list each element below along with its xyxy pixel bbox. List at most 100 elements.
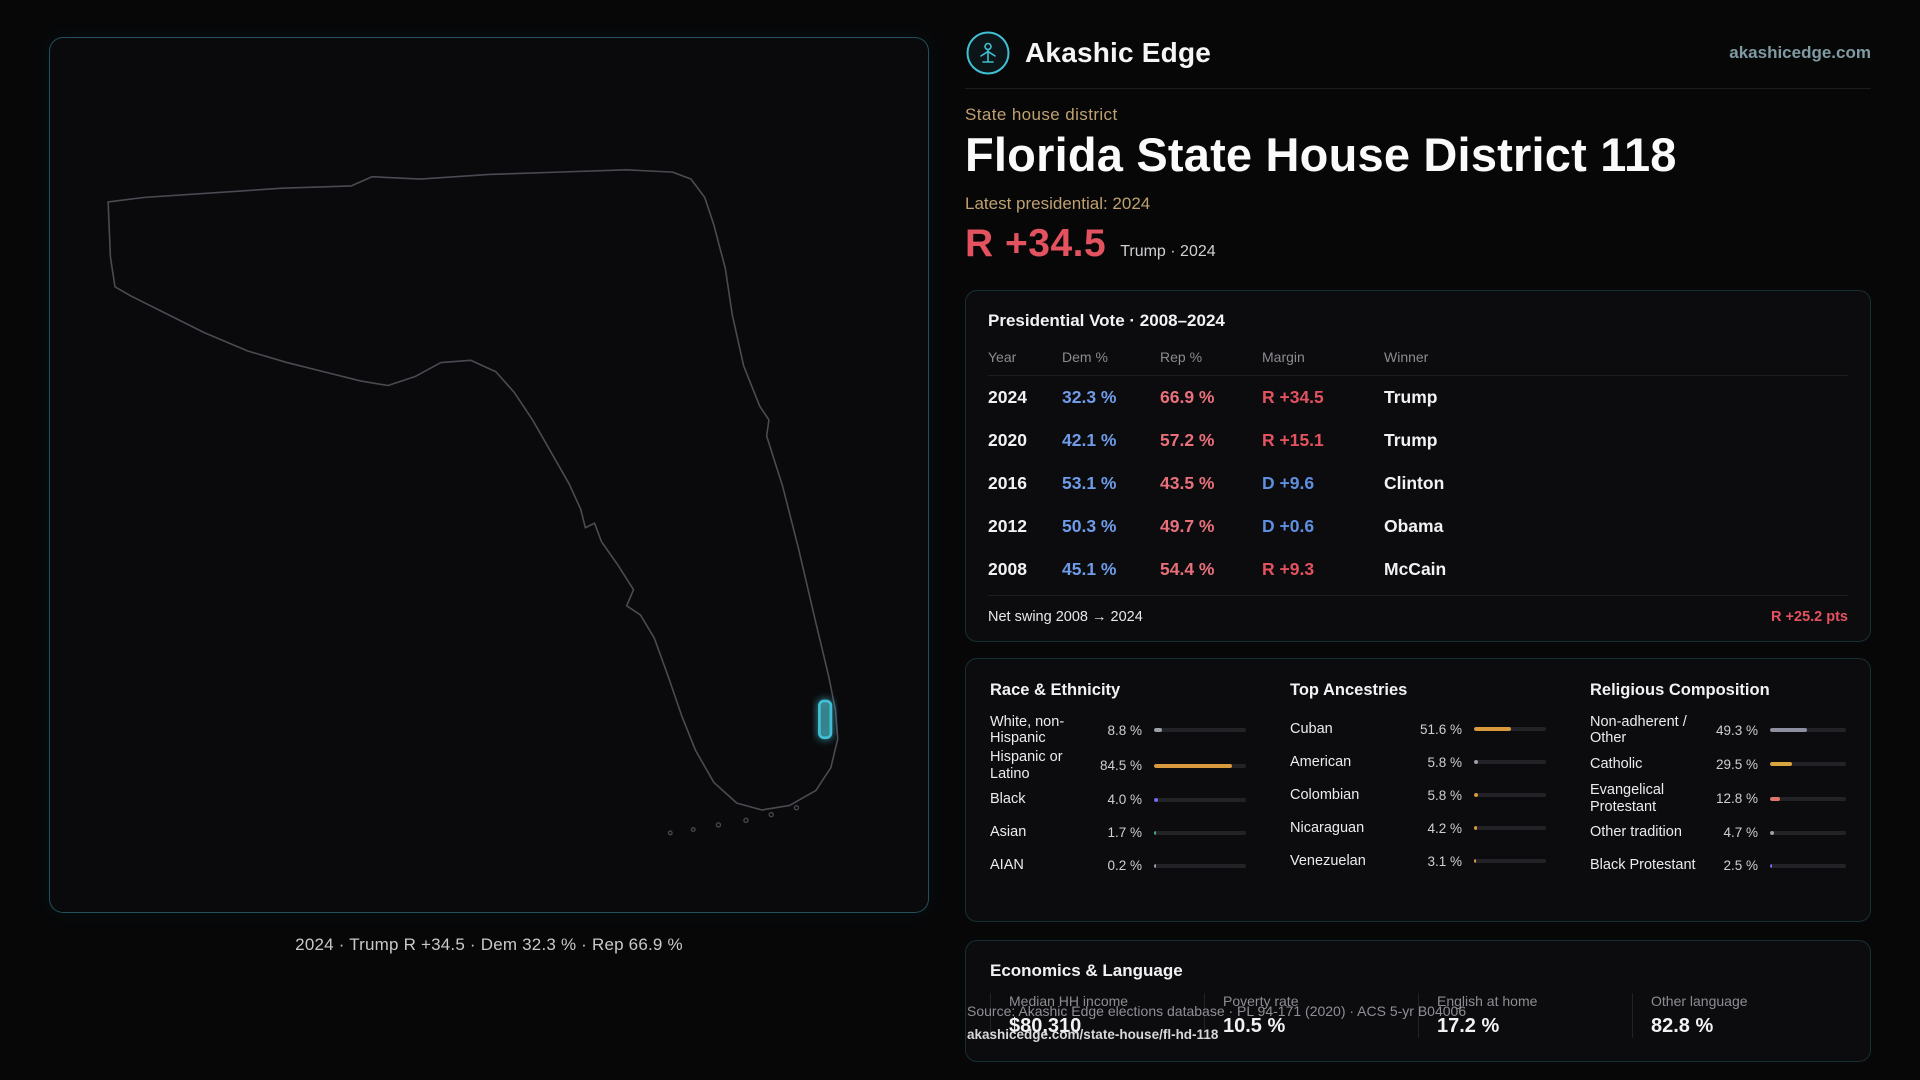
race-row-bar	[1154, 863, 1246, 868]
cell-margin: R +34.5	[1262, 386, 1324, 407]
race-row-label: Hispanic or Latino	[990, 748, 1063, 782]
stat-value: 10.5 %	[1223, 1014, 1286, 1037]
florida-keys	[667, 804, 800, 836]
religion-row-value: 2.5 %	[1723, 858, 1758, 874]
net-swing-label: Net swing 2008 → 2024	[988, 608, 1143, 625]
akashic-edge-logo-icon	[965, 30, 1011, 76]
col-header-winner: Winner	[1384, 335, 1848, 376]
race-row: White, non-Hispanic 8.8 %	[990, 714, 1246, 747]
stat-other-language: Other language 82.8 %	[1632, 992, 1846, 1038]
headline-margin-value: R +34.5	[965, 221, 1107, 265]
race-row-bar	[1154, 763, 1246, 768]
religion-row-value: 29.5 %	[1715, 756, 1758, 772]
brand: Akashic Edge	[965, 30, 1211, 76]
ancestry-row-value: 4.2 %	[1427, 820, 1462, 836]
race-row: AIAN 0.2 %	[990, 850, 1246, 881]
cell-rep: 57.2 %	[1160, 429, 1215, 450]
ancestry-row: Colombian 5.8 %	[1290, 780, 1546, 811]
cell-rep: 54.4 %	[1160, 558, 1215, 579]
ancestry-row-value: 5.8 %	[1427, 754, 1462, 770]
brand-name: Akashic Edge	[1025, 37, 1212, 68]
stat-median-income: Median HH income $80,310	[990, 992, 1204, 1038]
brand-domain-link[interactable]: akashicedge.com	[1729, 43, 1871, 62]
religion-row: Catholic 29.5 %	[1590, 749, 1846, 780]
stat-value: 17.2 %	[1437, 1014, 1500, 1037]
headline-margin: R +34.5 Trump · 2024	[965, 222, 1871, 266]
religion-title: Religious Composition	[1590, 680, 1770, 699]
net-swing-row: Net swing 2008 → 2024 R +25.2 pts	[988, 594, 1848, 625]
ancestry-row-value: 5.8 %	[1427, 787, 1462, 803]
race-row-value: 1.7 %	[1107, 825, 1142, 841]
presidential-vote-panel: Presidential Vote · 2008–2024 Year Dem %…	[965, 289, 1871, 642]
cell-margin: D +0.6	[1262, 515, 1315, 536]
economics-stats: Median HH income $80,310 Poverty rate 10…	[990, 992, 1846, 1038]
stat-label: Poverty rate	[1223, 992, 1299, 1009]
race-row-bar	[1154, 830, 1246, 835]
ancestry-row-bar	[1474, 826, 1546, 831]
page-kicker: State house district	[965, 105, 1118, 124]
cell-margin: R +9.3	[1262, 558, 1315, 579]
stat-label: Other language	[1651, 992, 1748, 1009]
religion-row: Other tradition 4.7 %	[1590, 817, 1846, 848]
ancestries-title: Top Ancestries	[1290, 680, 1408, 699]
col-header-margin: Margin	[1262, 335, 1384, 376]
cell-dem: 32.3 %	[1062, 386, 1117, 407]
race-row: Hispanic or Latino 84.5 %	[990, 749, 1246, 782]
race-row-bar	[1154, 797, 1246, 802]
headline-margin-context: Trump · 2024	[1120, 242, 1216, 260]
religion-row-bar	[1770, 830, 1846, 835]
latest-presidential-label: Latest presidential: 2024	[965, 193, 1151, 213]
ancestry-row: American 5.8 %	[1290, 747, 1546, 778]
race-row-value: 4.0 %	[1107, 792, 1142, 808]
ancestry-row: Cuban 51.6 %	[1290, 714, 1546, 745]
stat-label: Median HH income	[1009, 992, 1129, 1009]
race-row-label: Black	[990, 791, 1026, 808]
ancestry-row-label: American	[1290, 753, 1352, 770]
religion-row-bar	[1770, 728, 1846, 733]
religion-row: Non-adherent / Other 49.3 %	[1590, 714, 1846, 747]
ancestry-row-label: Cuban	[1290, 720, 1333, 737]
header: Akashic Edge akashicedge.com	[965, 0, 1871, 89]
net-swing-value: R +25.2 pts	[1771, 608, 1848, 625]
ancestry-row-value: 3.1 %	[1427, 853, 1462, 869]
stat-english-at-home: English at home 17.2 %	[1418, 992, 1632, 1038]
cell-year: 2024	[988, 386, 1027, 407]
ancestry-row: Nicaraguan 4.2 %	[1290, 813, 1546, 844]
florida-outline	[107, 169, 839, 811]
race-row-bar	[1154, 728, 1246, 733]
economics-panel: Economics & Language Median HH income $8…	[965, 939, 1871, 1062]
religion-row-value: 12.8 %	[1715, 791, 1758, 807]
race-row-value: 8.8 %	[1107, 722, 1142, 738]
district-map-panel	[49, 37, 929, 913]
presidential-panel-title: Presidential Vote · 2008–2024	[988, 310, 1225, 330]
district-118-marker	[818, 699, 833, 740]
religion-row-label: Catholic	[1590, 756, 1643, 773]
cell-year: 2016	[988, 472, 1027, 493]
cell-margin: R +15.1	[1262, 429, 1324, 450]
permalink-link[interactable]: akashicedge.com/state-house/fl-hd-118	[967, 1026, 1219, 1042]
page-title: Florida State House District 118	[965, 128, 1677, 181]
religion-row-bar	[1770, 762, 1846, 767]
stat-label: English at home	[1437, 992, 1538, 1009]
cell-year: 2012	[988, 515, 1027, 536]
religion-row-bar	[1770, 796, 1846, 801]
col-header-rep: Rep %	[1160, 335, 1262, 376]
cell-dem: 42.1 %	[1062, 429, 1117, 450]
religion-row-label: Other tradition	[1590, 824, 1682, 841]
cell-winner: Trump	[1384, 429, 1438, 450]
stat-value: 82.8 %	[1651, 1014, 1714, 1037]
col-header-dem: Dem %	[1062, 335, 1160, 376]
race-ethnicity-column: Race & Ethnicity White, non-Hispanic 8.8…	[990, 681, 1246, 899]
ancestry-row-label: Nicaraguan	[1290, 819, 1365, 836]
cell-year: 2008	[988, 558, 1027, 579]
stat-poverty-rate: Poverty rate 10.5 %	[1204, 992, 1418, 1038]
ancestry-row: Venezuelan 3.1 %	[1290, 846, 1546, 877]
cell-winner: Obama	[1384, 515, 1444, 536]
ancestry-row-bar	[1474, 760, 1546, 765]
race-row-value: 84.5 %	[1099, 758, 1142, 774]
religion-column: Religious Composition Non-adherent / Oth…	[1590, 681, 1846, 899]
race-row: Black 4.0 %	[990, 784, 1246, 815]
cell-year: 2020	[988, 429, 1027, 450]
religion-row: Evangelical Protestant 12.8 %	[1590, 782, 1846, 815]
